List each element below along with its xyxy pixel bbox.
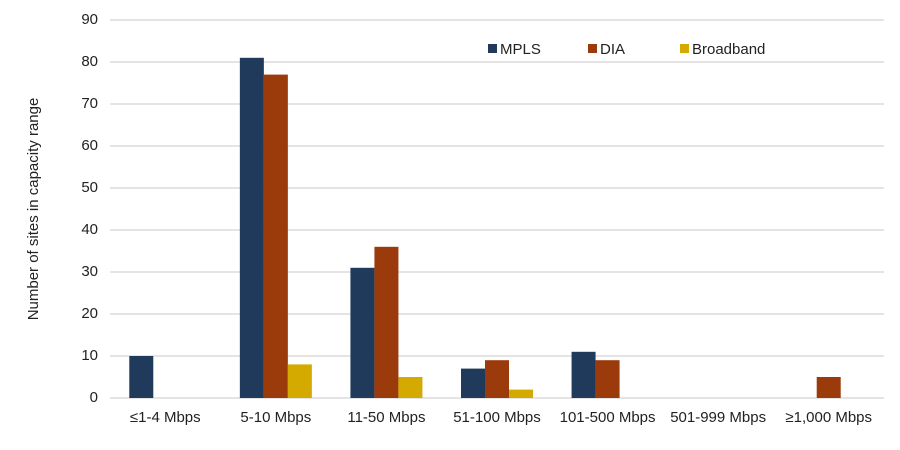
- legend-swatch: [588, 44, 597, 53]
- bar: [571, 351, 596, 398]
- y-tick-label: 70: [81, 95, 98, 112]
- y-tick-label: 50: [81, 179, 98, 196]
- x-tick-label: 501-999 Mbps: [670, 409, 766, 426]
- y-tick-label: 10: [81, 347, 98, 364]
- bar: [239, 57, 264, 399]
- bar: [461, 368, 485, 398]
- bar: [287, 364, 312, 398]
- y-tick-label: 20: [81, 305, 98, 322]
- y-axis-label: Number of sites in capacity range: [25, 98, 42, 321]
- x-tick-label: 51-100 Mbps: [453, 409, 541, 426]
- y-tick-label: 60: [81, 137, 98, 154]
- bar: [398, 377, 423, 398]
- y-tick-label: 30: [81, 263, 98, 280]
- y-tick-label: 90: [81, 11, 98, 28]
- bar: [350, 267, 375, 398]
- legend-label: DIA: [600, 41, 625, 58]
- bar: [129, 356, 154, 398]
- y-tick-label: 80: [81, 53, 98, 70]
- y-tick-label: 0: [90, 389, 98, 406]
- x-tick-label: ≥1,000 Mbps: [785, 409, 872, 426]
- legend-label: Broadband: [692, 41, 765, 58]
- x-tick-label: 11-50 Mbps: [347, 409, 425, 426]
- x-tick-label: 101-500 Mbps: [560, 409, 656, 426]
- bar: [263, 74, 288, 398]
- legend-label: MPLS: [500, 41, 541, 58]
- x-tick-label: 5-10 Mbps: [240, 409, 311, 426]
- legend-swatch: [680, 44, 689, 53]
- y-tick-label: 40: [81, 221, 98, 238]
- bar: [816, 377, 841, 398]
- bar: [374, 246, 399, 398]
- legend-swatch: [488, 44, 497, 53]
- bar: [485, 360, 509, 398]
- x-tick-label: ≤1-4 Mbps: [130, 409, 201, 426]
- bar: [509, 389, 533, 398]
- bar: [595, 360, 620, 398]
